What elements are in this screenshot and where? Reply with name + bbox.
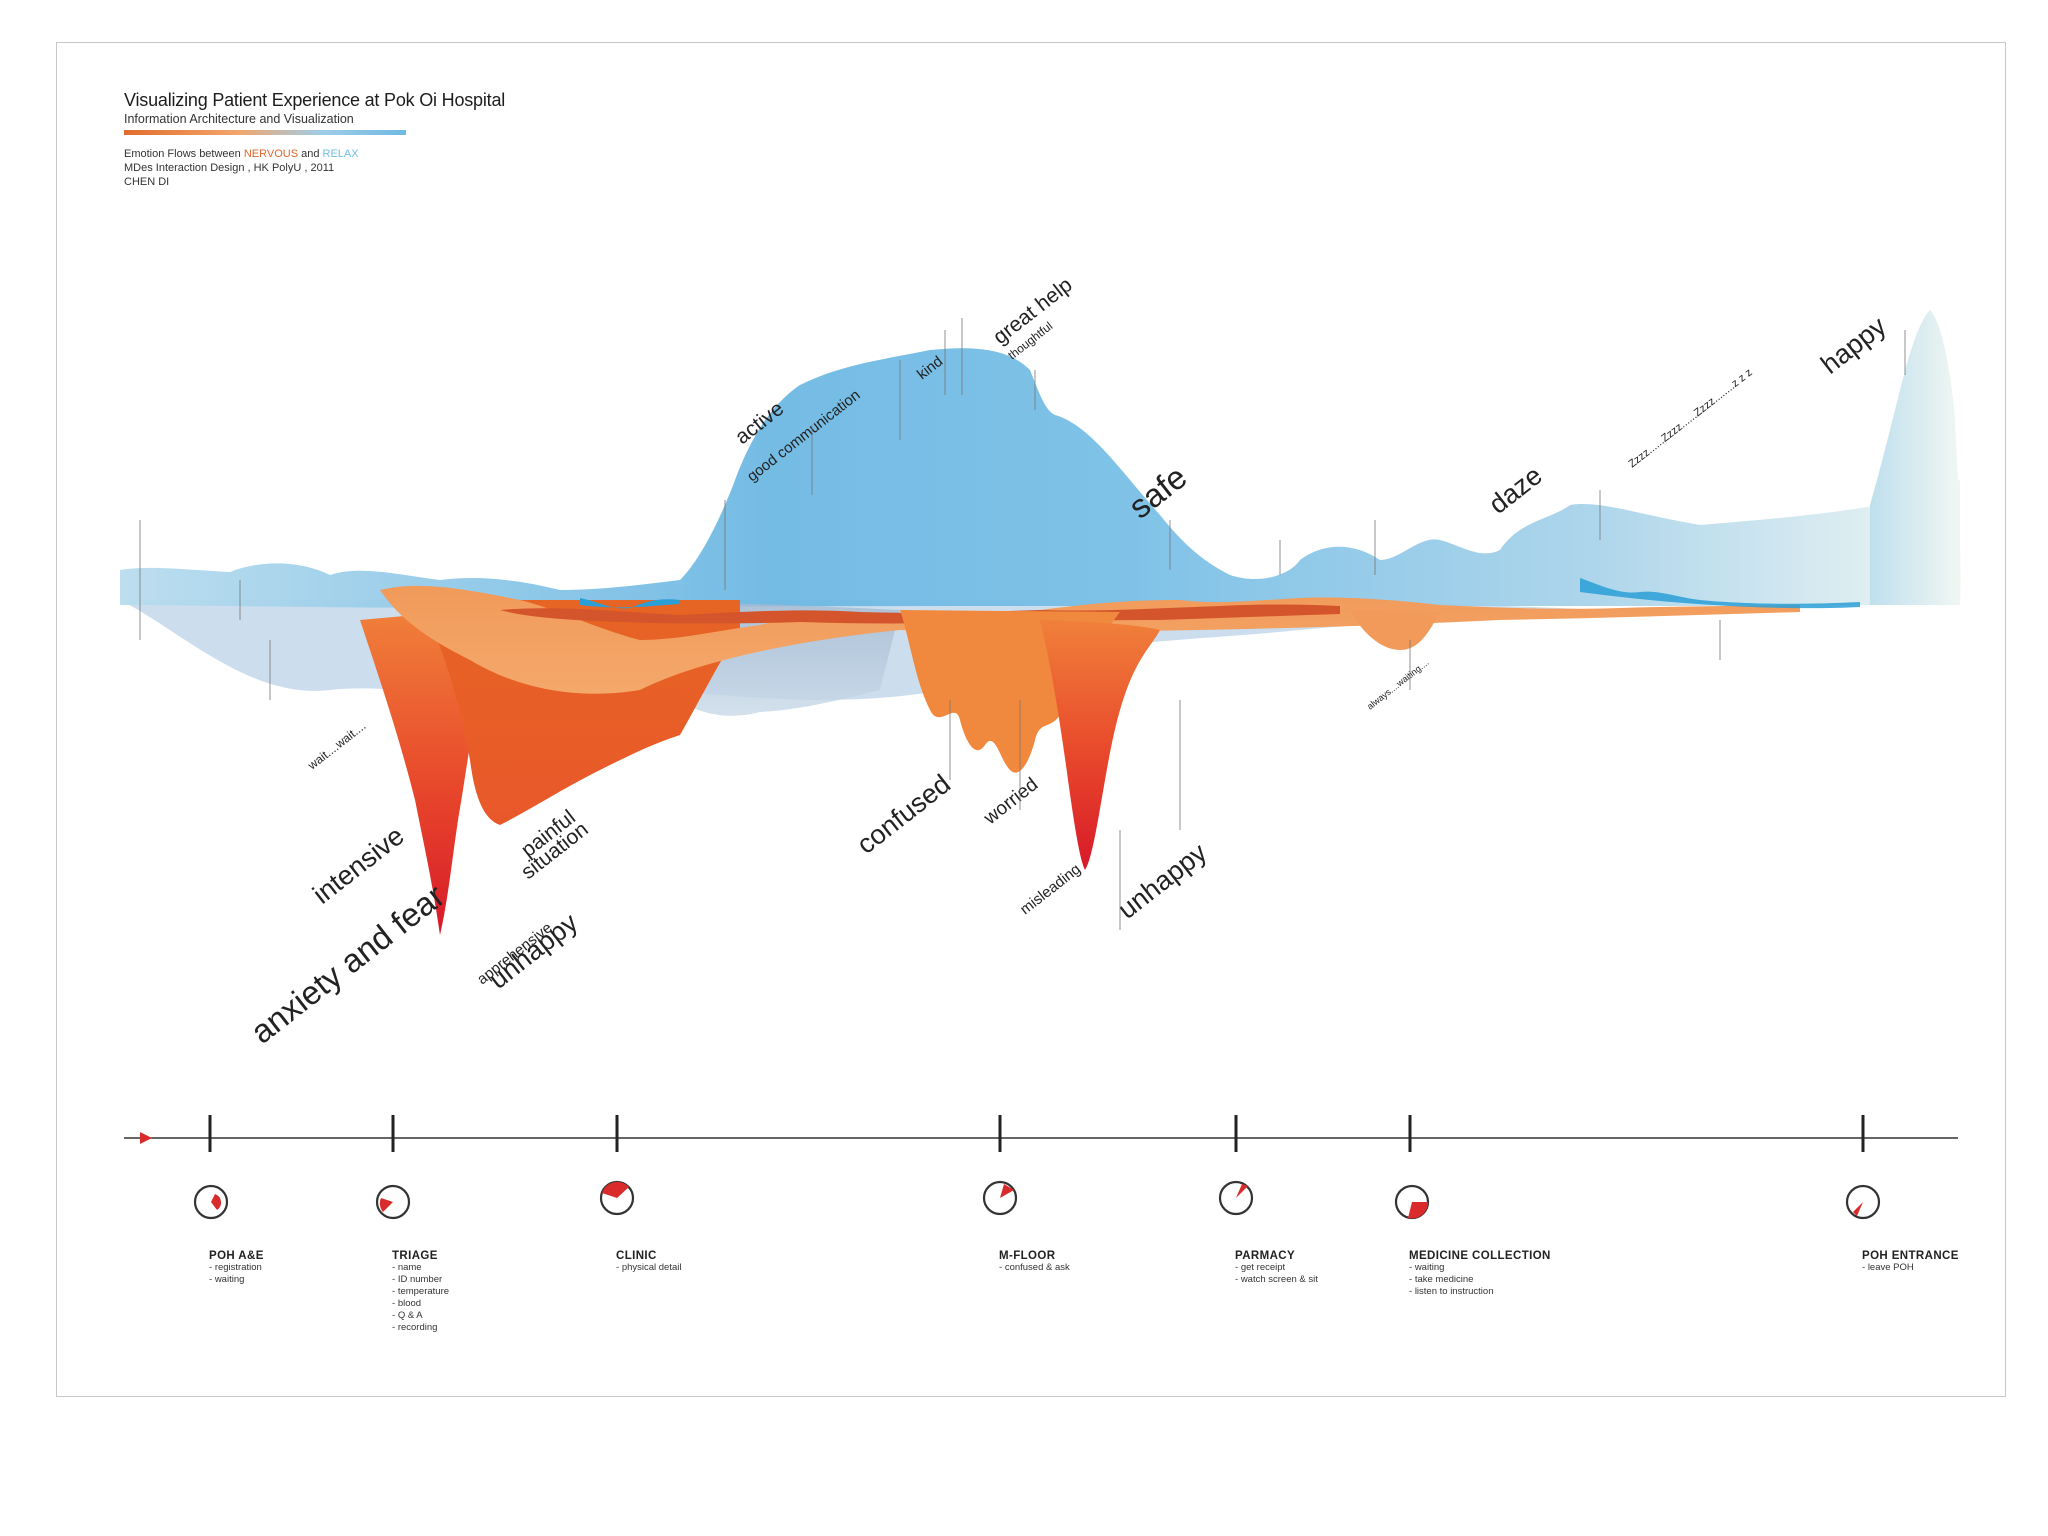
- stage-name: POH ENTRANCE: [1862, 1250, 1959, 1262]
- label-wait: wait....wait....: [304, 719, 368, 773]
- stage-name: MEDICINE COLLECTION: [1409, 1250, 1551, 1262]
- stage-medicine-collection: MEDICINE COLLECTION waiting take medicin…: [1409, 1250, 1639, 1298]
- stage-name: CLINIC: [616, 1250, 657, 1262]
- label-anxiety: anxiety and fear: [244, 877, 452, 1051]
- stage-step: confused & ask: [999, 1262, 1229, 1274]
- label-happy: happy: [1815, 310, 1892, 379]
- label-worried: worried: [979, 774, 1042, 830]
- label-intensive: intensive: [307, 820, 409, 909]
- and-word: and: [301, 148, 320, 160]
- stage-step: registration: [209, 1262, 439, 1274]
- clock-icon: [1845, 1184, 1881, 1220]
- unhappy-spike: [1040, 620, 1160, 870]
- stage-step: watch screen & sit: [1235, 1274, 1465, 1286]
- label-unhappy-2: unhappy: [1112, 837, 1212, 925]
- stage-step: physical detail: [616, 1262, 846, 1274]
- clock-icon: [1218, 1180, 1254, 1216]
- leader-lines: [139, 318, 1906, 930]
- clock-icon: [193, 1184, 229, 1220]
- poster-title: Visualizing Patient Experience at Pok Oi…: [124, 90, 506, 110]
- label-zzz: Zzzz......Zzzz......Zzzz........z z z: [1626, 366, 1754, 470]
- nervous-layer: [380, 585, 1800, 694]
- label-misleading: misleading: [1017, 861, 1084, 919]
- poster-header: Visualizing Patient Experience at Pok Oi…: [124, 90, 644, 189]
- label-confused: confused: [851, 769, 956, 860]
- emotion-flows-line: Emotion Flows between NERVOUS and RELAX: [124, 147, 644, 161]
- stage-step: name: [392, 1262, 622, 1274]
- stage-clinic: CLINIC physical detail: [616, 1250, 846, 1274]
- stage-step: Q & A: [392, 1310, 622, 1322]
- stage-m-floor: M-FLOOR confused & ask: [999, 1250, 1229, 1274]
- clock-icon: [1394, 1184, 1430, 1220]
- stage-name: PARMACY: [1235, 1250, 1296, 1262]
- small-drip: [1350, 610, 1440, 650]
- relax-flow: [120, 348, 1960, 608]
- stage-step: leave POH: [1862, 1262, 2012, 1274]
- clock-icon: [982, 1180, 1018, 1216]
- stage-step: recording: [392, 1322, 622, 1334]
- clock-icon: [599, 1180, 635, 1216]
- timeline-start-arrow: [140, 1132, 152, 1144]
- gradient-rule: [124, 130, 406, 135]
- label-unhappy-1: unhappy: [483, 907, 583, 995]
- stage-clock-icons: [193, 1180, 1881, 1220]
- stage-name: M-FLOOR: [999, 1250, 1056, 1262]
- label-daze: daze: [1483, 460, 1548, 520]
- happy-peak: [1870, 310, 1961, 605]
- stage-ticks: [208, 1115, 1865, 1152]
- stage-step: blood: [392, 1298, 622, 1310]
- relax-keyword: RELAX: [322, 148, 359, 160]
- stage-step: waiting: [1409, 1262, 1639, 1274]
- program-line: MDes Interaction Design , HK PolyU , 201…: [124, 162, 335, 174]
- stage-name: POH A&E: [209, 1250, 264, 1262]
- blue-highlight-right: [1580, 578, 1860, 609]
- poster-subtitle: Information Architecture and Visualizati…: [124, 112, 354, 126]
- stage-step: waiting: [209, 1274, 439, 1286]
- nervous-keyword: NERVOUS: [243, 148, 299, 160]
- stage-step: listen to instruction: [1409, 1286, 1639, 1298]
- stage-poh-ae: POH A&E registration waiting: [209, 1250, 439, 1286]
- stage-poh-entrance: POH ENTRANCE leave POH: [1862, 1250, 2012, 1274]
- stage-step: temperature: [392, 1286, 622, 1298]
- anxiety-spike: [360, 610, 482, 935]
- author-line: CHEN DI: [124, 176, 170, 188]
- stage-step: get receipt: [1235, 1262, 1465, 1274]
- label-always-waiting: always....waiting....: [1365, 657, 1431, 711]
- stage-parmacy: PARMACY get receipt watch screen & sit: [1235, 1250, 1465, 1286]
- poster-frame: [56, 42, 2006, 1397]
- stage-name: TRIAGE: [392, 1250, 438, 1262]
- stage-triage: TRIAGE name ID number temperature blood …: [392, 1250, 622, 1334]
- stage-step: ID number: [392, 1274, 622, 1286]
- blue-highlight-left: [580, 598, 680, 609]
- clock-icon: [375, 1184, 411, 1220]
- emotion-prefix: Emotion Flows between: [124, 148, 241, 160]
- stage-step: take medicine: [1409, 1274, 1639, 1286]
